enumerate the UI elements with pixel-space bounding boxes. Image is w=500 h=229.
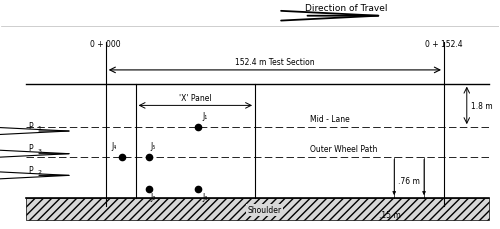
Text: 0 + 152.4: 0 + 152.4 [425, 40, 463, 49]
Text: 1.8 m: 1.8 m [471, 101, 492, 110]
Text: P: P [28, 121, 33, 130]
Text: J₁: J₁ [202, 112, 207, 121]
Text: J₂: J₂ [150, 192, 156, 201]
Text: J₃: J₃ [202, 192, 207, 201]
Text: 3: 3 [37, 148, 41, 153]
Text: 0 + 000: 0 + 000 [90, 40, 121, 49]
Text: J₄: J₄ [112, 141, 117, 150]
Text: P: P [28, 165, 33, 174]
Text: Outer Wheel Path: Outer Wheel Path [310, 144, 377, 153]
Text: 152.4 m Test Section: 152.4 m Test Section [235, 58, 314, 67]
Text: 1: 1 [37, 125, 41, 131]
Text: J₅: J₅ [150, 141, 156, 150]
Text: 2: 2 [37, 170, 41, 175]
Text: .76 m: .76 m [398, 176, 420, 185]
Text: .15 m: .15 m [380, 210, 401, 219]
Bar [26, 198, 488, 220]
Text: Shoulder: Shoulder [248, 205, 282, 214]
Text: Direction of Travel: Direction of Travel [304, 4, 387, 13]
Text: P: P [28, 144, 33, 153]
Text: Mid - Lane: Mid - Lane [310, 115, 350, 124]
Text: 'X' Panel: 'X' Panel [179, 93, 212, 102]
